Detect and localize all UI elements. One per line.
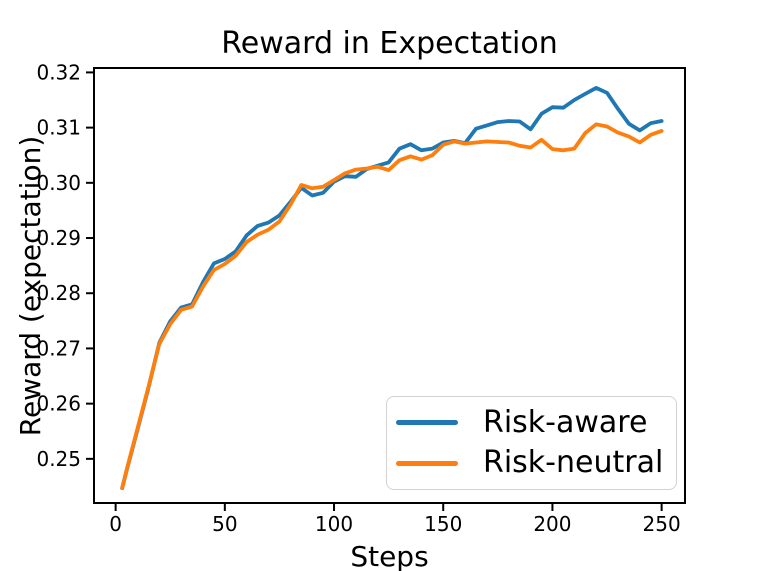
x-tick-label: 0 xyxy=(109,512,122,536)
series-line-risk-aware xyxy=(120,86,664,491)
legend-entry-risk-aware: Risk-aware xyxy=(396,404,676,440)
series-line-risk-neutral xyxy=(120,122,664,491)
x-tick-label: 100 xyxy=(315,512,353,536)
x-tick-label: 150 xyxy=(424,512,462,536)
y-axis-label: Reward (expectation) xyxy=(14,135,47,437)
y-tick-label: 0.30 xyxy=(36,171,81,195)
legend-label-risk-aware: Risk-aware xyxy=(483,404,648,440)
y-tick-label: 0.26 xyxy=(36,392,81,416)
legend-line-sample-risk-neutral xyxy=(396,460,458,466)
y-tick-label: 0.25 xyxy=(36,447,81,471)
legend: Risk-aware Risk-neutral xyxy=(386,396,677,490)
x-tick-label: 250 xyxy=(643,512,681,536)
y-tick-label: 0.32 xyxy=(36,60,81,84)
x-axis-label: Steps xyxy=(350,540,429,571)
y-tick-label: 0.28 xyxy=(36,281,81,305)
legend-label-risk-neutral: Risk-neutral xyxy=(483,445,664,481)
plot-border xyxy=(93,67,686,504)
y-tick-label: 0.27 xyxy=(36,336,81,360)
x-tick-label: 50 xyxy=(212,512,237,536)
legend-entry-risk-neutral: Risk-neutral xyxy=(396,448,676,478)
y-tick-label: 0.29 xyxy=(36,226,81,250)
y-tick-label: 0.31 xyxy=(36,116,81,140)
x-tick-label: 200 xyxy=(533,512,571,536)
legend-line-sample-risk-aware xyxy=(396,420,458,426)
chart-title: Reward in Expectation xyxy=(221,26,558,61)
